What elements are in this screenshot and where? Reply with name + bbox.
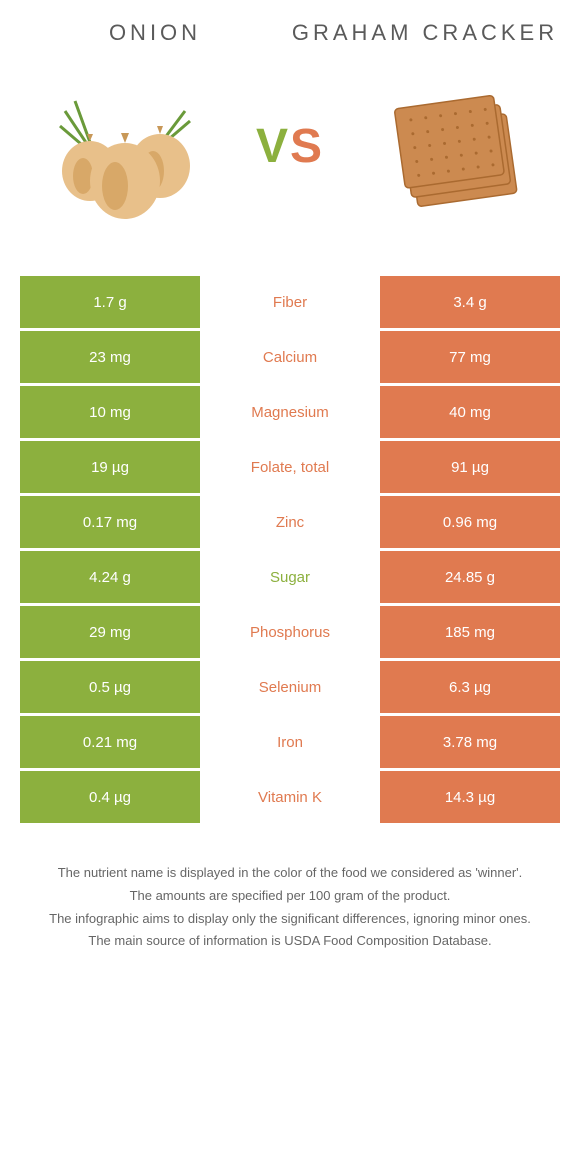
cell-left-value: 0.21 mg (20, 716, 200, 768)
image-row: VS (20, 56, 560, 236)
table-row: 0.17 mgZinc0.96 mg (20, 496, 560, 548)
cracker-image (350, 66, 560, 226)
header-row: Onion Graham cracker (20, 20, 560, 46)
cell-right-value: 24.85 g (380, 551, 560, 603)
vs-v: V (256, 120, 290, 173)
vs-s: S (290, 120, 324, 173)
cell-left-value: 0.5 µg (20, 661, 200, 713)
table-row: 10 mgMagnesium40 mg (20, 386, 560, 438)
cell-nutrient-label: Zinc (200, 496, 380, 548)
cell-nutrient-label: Sugar (200, 551, 380, 603)
cell-left-value: 19 µg (20, 441, 200, 493)
cell-nutrient-label: Phosphorus (200, 606, 380, 658)
cell-right-value: 0.96 mg (380, 496, 560, 548)
onion-icon (45, 66, 205, 226)
cell-nutrient-label: Calcium (200, 331, 380, 383)
cracker-icon (375, 66, 535, 226)
cell-left-value: 10 mg (20, 386, 200, 438)
cell-left-value: 4.24 g (20, 551, 200, 603)
cell-right-value: 3.4 g (380, 276, 560, 328)
footer-line: The infographic aims to display only the… (30, 909, 550, 930)
cell-right-value: 91 µg (380, 441, 560, 493)
cell-nutrient-label: Iron (200, 716, 380, 768)
table-row: 23 mgCalcium77 mg (20, 331, 560, 383)
cell-right-value: 14.3 µg (380, 771, 560, 823)
footer-line: The nutrient name is displayed in the co… (30, 863, 550, 884)
table-row: 0.5 µgSelenium6.3 µg (20, 661, 560, 713)
onion-image (20, 66, 230, 226)
footer-line: The main source of information is USDA F… (30, 931, 550, 952)
cell-right-value: 6.3 µg (380, 661, 560, 713)
cell-right-value: 185 mg (380, 606, 560, 658)
table-row: 29 mgPhosphorus185 mg (20, 606, 560, 658)
cell-nutrient-label: Magnesium (200, 386, 380, 438)
cell-nutrient-label: Vitamin K (200, 771, 380, 823)
nutrient-table: 1.7 gFiber3.4 g23 mgCalcium77 mg10 mgMag… (20, 276, 560, 823)
table-row: 19 µgFolate, total91 µg (20, 441, 560, 493)
vs-label: VS (230, 119, 350, 174)
footer-text: The nutrient name is displayed in the co… (20, 863, 560, 952)
cell-right-value: 77 mg (380, 331, 560, 383)
header-right: Graham cracker (290, 20, 560, 46)
footer-line: The amounts are specified per 100 gram o… (30, 886, 550, 907)
cell-left-value: 1.7 g (20, 276, 200, 328)
cell-right-value: 3.78 mg (380, 716, 560, 768)
cell-left-value: 29 mg (20, 606, 200, 658)
cell-nutrient-label: Fiber (200, 276, 380, 328)
table-row: 4.24 gSugar24.85 g (20, 551, 560, 603)
cell-left-value: 0.17 mg (20, 496, 200, 548)
header-left: Onion (20, 20, 290, 46)
table-row: 0.21 mgIron3.78 mg (20, 716, 560, 768)
cell-right-value: 40 mg (380, 386, 560, 438)
table-row: 1.7 gFiber3.4 g (20, 276, 560, 328)
cell-left-value: 0.4 µg (20, 771, 200, 823)
cell-nutrient-label: Selenium (200, 661, 380, 713)
table-row: 0.4 µgVitamin K14.3 µg (20, 771, 560, 823)
cell-left-value: 23 mg (20, 331, 200, 383)
cell-nutrient-label: Folate, total (200, 441, 380, 493)
